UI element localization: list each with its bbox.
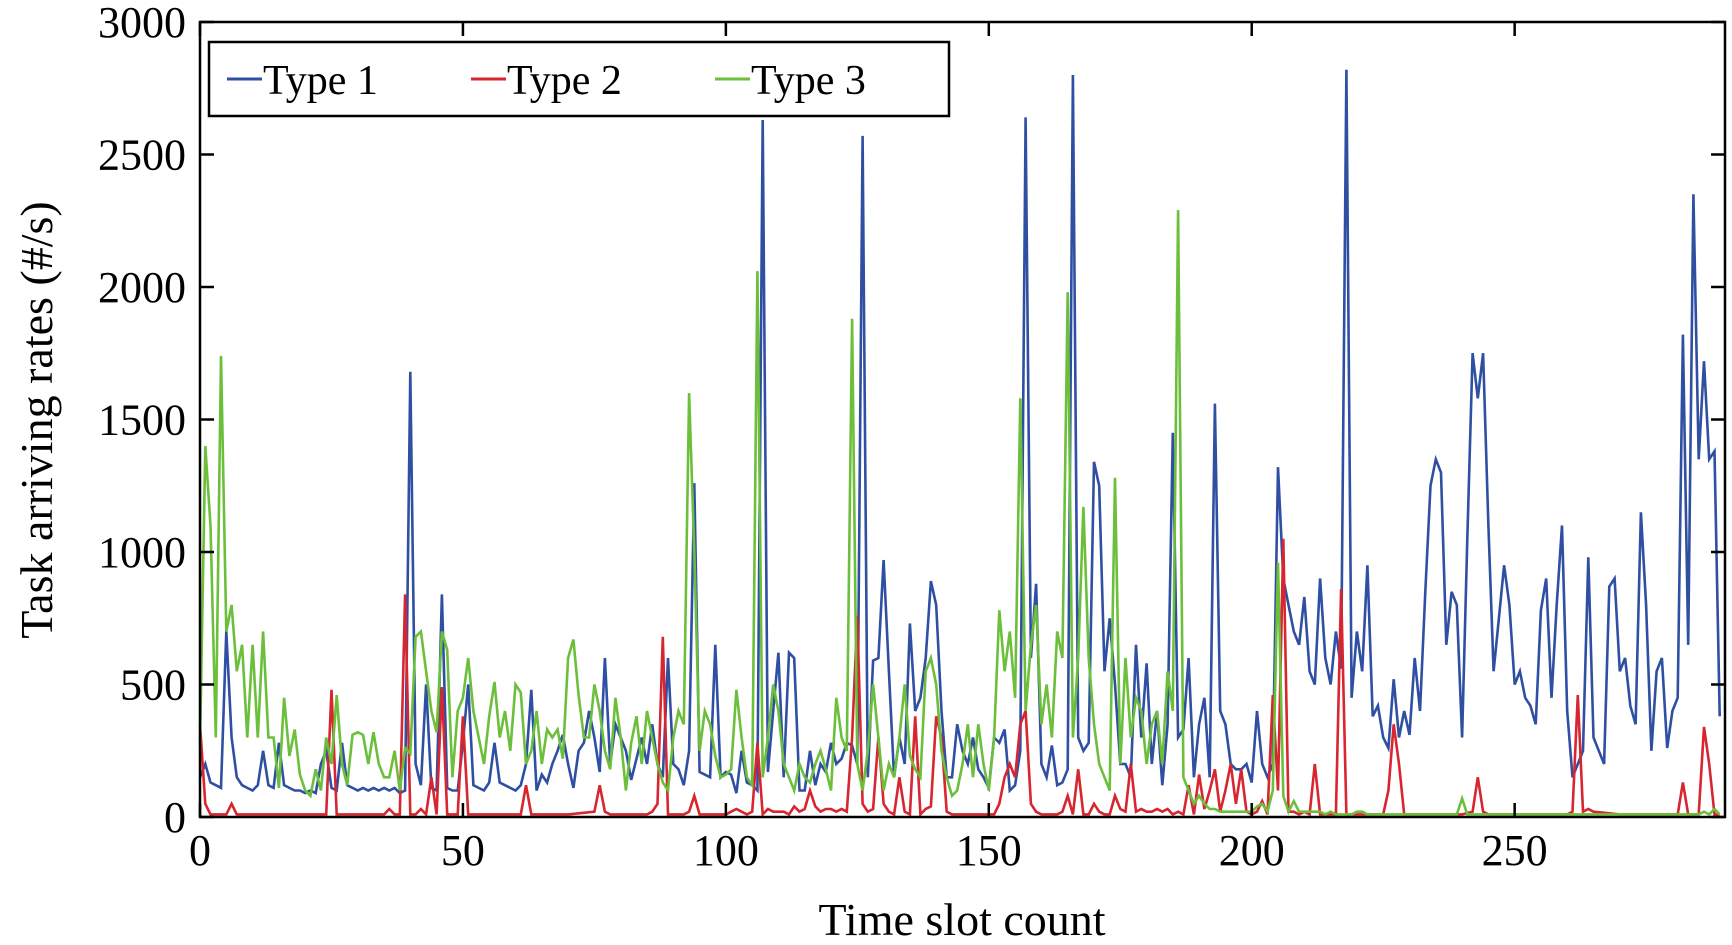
ticks-layer	[198, 20, 1725, 819]
series-layer	[198, 69, 1721, 818]
y-tick-label: 1000	[98, 528, 186, 577]
x-tick-label: 100	[693, 826, 759, 875]
x-tick-label: 250	[1482, 826, 1548, 875]
legend-label-type-1: Type 1	[263, 58, 378, 104]
y-tick-label: 0	[164, 793, 186, 842]
legend-box	[207, 40, 951, 118]
legend: Type 1 Type 2 Type 3	[207, 40, 951, 118]
legend-label-type-3: Type 3	[751, 58, 866, 104]
x-tick-label: 150	[956, 826, 1022, 875]
x-tick-label: 200	[1219, 826, 1285, 875]
y-tick-label: 1500	[98, 396, 186, 445]
series-line-type-3	[198, 210, 1721, 816]
y-tick-label: 500	[120, 661, 186, 710]
series-line-type-1	[198, 69, 1721, 796]
x-axis-title: Time slot count	[818, 894, 1105, 945]
y-tick-label: 3000	[98, 0, 186, 47]
legend-label-type-2: Type 2	[507, 58, 622, 104]
y-tick-label: 2000	[98, 263, 186, 312]
y-tick-label: 2500	[98, 131, 186, 180]
x-tick-label: 0	[189, 826, 211, 875]
series-line-type-2	[198, 538, 1720, 818]
y-axis-title: Task arriving rates (#/s)	[11, 201, 62, 638]
x-tick-label: 50	[441, 826, 485, 875]
